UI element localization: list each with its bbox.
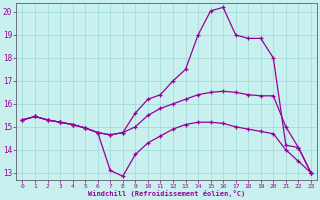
X-axis label: Windchill (Refroidissement éolien,°C): Windchill (Refroidissement éolien,°C) (88, 190, 245, 197)
